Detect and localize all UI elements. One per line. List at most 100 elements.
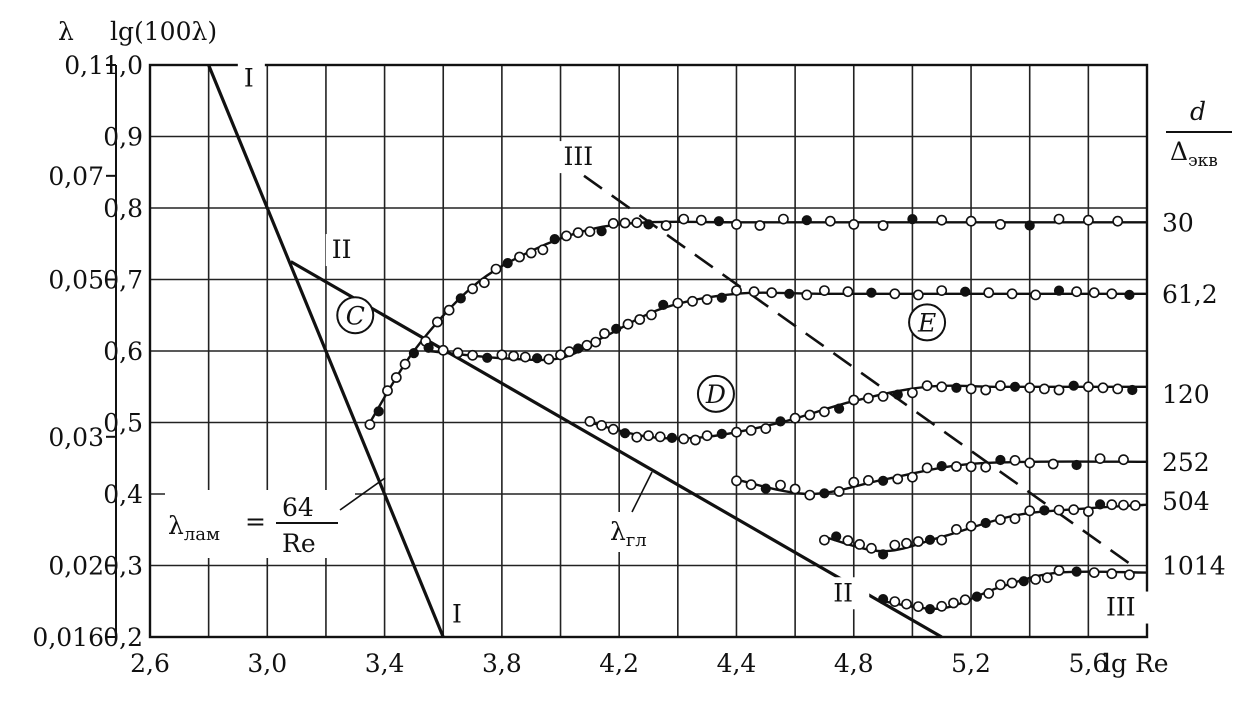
data-point (834, 403, 845, 414)
data-point (1083, 506, 1094, 517)
data-point (1071, 459, 1082, 471)
region-circle (336, 296, 375, 335)
data-point (549, 234, 560, 245)
data-point (731, 218, 742, 230)
y-tick-label: 0,5 (103, 409, 143, 438)
data-point (1047, 458, 1059, 470)
data-point (748, 286, 760, 298)
data-point (833, 486, 845, 497)
data-point (1124, 569, 1135, 581)
x-tick-label: 3,0 (247, 649, 287, 678)
data-point (789, 412, 801, 424)
data-point (1124, 289, 1135, 300)
data-point (1118, 499, 1129, 511)
y-tick-label: 0,4 (103, 480, 143, 509)
data-point (995, 380, 1006, 392)
data-point (951, 382, 962, 393)
data-point (889, 288, 901, 300)
data-point (1083, 214, 1094, 226)
data-point (1030, 289, 1041, 301)
data-point (965, 461, 977, 473)
data-point (467, 349, 478, 361)
data-point (878, 475, 889, 486)
data-point (532, 353, 543, 364)
data-point (948, 597, 959, 609)
region-label-background (325, 234, 368, 267)
data-point (804, 409, 816, 421)
data-point (525, 247, 537, 259)
data-point (1053, 285, 1065, 296)
data-point (980, 517, 991, 529)
lambda-gl-text: λгл (610, 517, 647, 551)
data-point (842, 286, 854, 298)
data-point (496, 349, 508, 361)
data-point (907, 471, 918, 483)
formula-denominator: Re (282, 529, 316, 558)
data-point (482, 352, 493, 363)
data-point (831, 531, 842, 542)
roughness-header-numerator: d (1190, 97, 1206, 126)
data-point (936, 214, 948, 226)
data-point (373, 406, 384, 417)
data-point (1106, 288, 1118, 300)
data-point (584, 415, 596, 427)
data-point (631, 217, 643, 229)
data-point (878, 594, 889, 605)
region-label-background (557, 141, 615, 174)
region-label: III (563, 142, 593, 171)
data-point (695, 214, 707, 226)
data-point (789, 483, 801, 495)
data-point (390, 372, 402, 383)
data-point (819, 534, 830, 546)
data-point (936, 600, 948, 612)
data-point (801, 215, 812, 226)
curve-series (290, 260, 943, 639)
data-point (1039, 505, 1050, 516)
formula-eq: = (245, 507, 266, 536)
data-point (1053, 504, 1065, 516)
lambda-gl-background (605, 512, 657, 552)
data-point (1071, 286, 1082, 298)
y-tick-label: 0,8 (103, 194, 143, 223)
data-point (863, 392, 874, 404)
data-point (1006, 288, 1018, 300)
data-point (778, 213, 789, 225)
data-point (731, 285, 742, 296)
data-point (1024, 220, 1035, 231)
lambda-tick-label: 0,07 (48, 162, 104, 191)
lambda-gl-label: λгл (605, 471, 657, 552)
data-point (965, 520, 977, 532)
data-point (775, 479, 786, 491)
data-point (936, 285, 948, 296)
data-point (1112, 215, 1124, 227)
data-point (848, 476, 860, 488)
region-circle-letter: E (917, 308, 936, 337)
data-point (877, 390, 889, 402)
data-point (455, 293, 466, 304)
data-point (423, 342, 434, 353)
data-point (842, 535, 854, 546)
data-point (1041, 572, 1053, 584)
data-point (590, 336, 602, 348)
lg-axis-header: lg(100λ) (110, 17, 217, 46)
data-point (1088, 287, 1100, 299)
data-point (701, 294, 713, 305)
data-point (408, 348, 419, 359)
formula-lambda-lam: λлам = 64 Re (165, 477, 386, 558)
roughness-header-denominator: Δэкв (1170, 137, 1218, 171)
data-point (382, 385, 393, 397)
data-point (892, 389, 903, 400)
y-tick-label: 0,9 (103, 123, 143, 152)
data-point (760, 423, 772, 434)
data-point (889, 539, 901, 551)
data-point (543, 353, 555, 365)
data-point (1018, 576, 1029, 587)
x-tick-label: 5,2 (951, 649, 991, 678)
data-point (364, 419, 376, 430)
data-point (745, 424, 757, 436)
data-point (866, 542, 877, 554)
data-point (607, 217, 619, 229)
data-point (611, 323, 622, 334)
region-label: I (244, 63, 254, 92)
data-point (502, 258, 513, 269)
